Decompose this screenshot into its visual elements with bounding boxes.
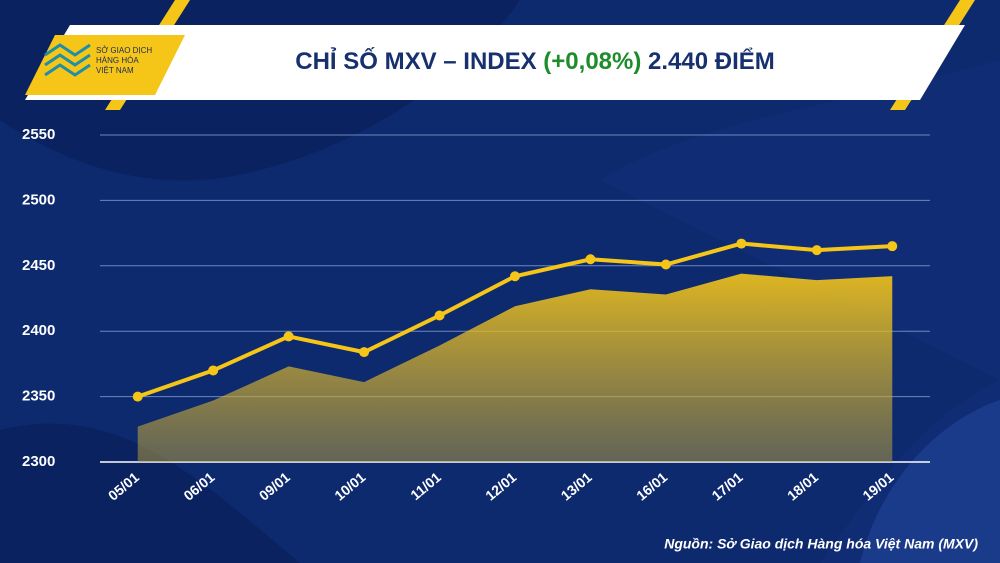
y-tick-label: 2550 [22, 126, 55, 143]
chart-title: CHỈ SỐ MXV – INDEX (+0,08%) 2.440 ĐIỂM [295, 46, 775, 75]
point [434, 310, 445, 321]
x-tick-label: 17/01 [709, 469, 746, 504]
logo-text: HÀNG HÓA [96, 56, 139, 65]
point [359, 347, 370, 358]
y-tick-label: 2400 [22, 322, 55, 339]
y-tick-label: 2500 [22, 191, 55, 208]
point [887, 241, 898, 252]
title-banner [25, 25, 965, 100]
title-part: 2.440 ĐIỂM [641, 47, 774, 75]
y-tick-label: 2350 [22, 388, 55, 405]
logo-mark [44, 43, 91, 77]
point [208, 365, 219, 376]
x-tick-label: 16/01 [633, 469, 670, 504]
title-part: CHỈ SỐ MXV – INDEX [295, 46, 543, 75]
source-note: Nguồn: Sở Giao dịch Hàng hóa Việt Nam (M… [664, 536, 978, 552]
x-tick-label: 18/01 [784, 469, 821, 504]
point [510, 271, 520, 282]
y-tick-label: 2300 [22, 453, 55, 470]
area-shadow [137, 273, 893, 462]
logo-text: VIỆT NAM [96, 66, 134, 75]
point [132, 391, 143, 402]
x-tick-label: 13/01 [558, 469, 595, 504]
y-tick-label: 2450 [22, 257, 55, 274]
x-tick-label: 11/01 [407, 469, 444, 503]
point [736, 238, 747, 249]
point [660, 259, 671, 270]
point [811, 245, 822, 256]
x-tick-label: 10/01 [331, 469, 368, 504]
title-change: (+0,08%) [543, 48, 641, 75]
point [585, 254, 596, 265]
point [283, 331, 294, 342]
logo-text: SỞ GIAO DỊCH [96, 46, 152, 55]
x-tick-label: 12/01 [482, 469, 519, 504]
x-tick-label: 09/01 [256, 469, 293, 504]
